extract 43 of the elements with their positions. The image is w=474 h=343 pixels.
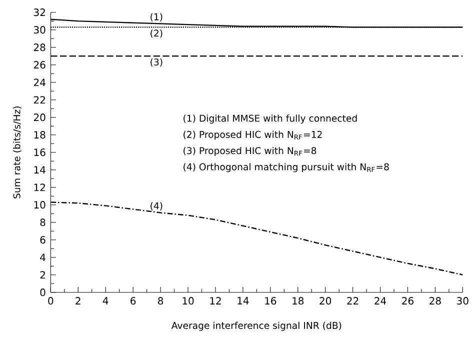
annotation: (4) Orthogonal matching pursuit with N$_{RF}$=8 [184, 163, 389, 172]
x-tick-label: 16 [265, 297, 276, 305]
x-tick-label: 26 [402, 297, 414, 305]
annotation: (3) Proposed HIC with N$_{RF}$=8 [184, 146, 316, 156]
annotation: (1) Digital MMSE with fully connected [184, 114, 357, 124]
x-tick-label: 24 [374, 297, 386, 304]
x-tick-label: 12 [210, 297, 221, 304]
x-tick-label: 30 [457, 297, 468, 305]
y-tick-label: 20 [34, 114, 46, 122]
y-tick-label: 28 [34, 44, 46, 52]
x-tick-label: 2 [76, 297, 80, 304]
y-tick-label: 12 [34, 184, 45, 192]
x-tick-label: 6 [130, 297, 136, 305]
x-tick-label: 18 [292, 297, 304, 305]
y-tick-label: 10 [34, 201, 46, 209]
y-tick-label: 26 [34, 61, 46, 69]
x-axis-title: Average interference signal INR (dB) [171, 322, 342, 331]
x-tick-label: 22 [347, 297, 358, 304]
series-label: (3) [150, 58, 162, 67]
y-tick-label: 16 [34, 148, 46, 156]
y-tick-label: 4 [40, 254, 46, 261]
y-tick-label: 2 [40, 271, 45, 279]
x-tick-label: 20 [320, 297, 332, 305]
x-tick-label: 14 [238, 297, 249, 304]
annotation: (2) Proposed HIC with N$_{RF}$=12 [184, 130, 322, 140]
x-tick-label: 0 [48, 297, 54, 305]
y-tick-label: 18 [34, 131, 46, 139]
x-tick-label: 28 [430, 297, 441, 305]
series-label: (1) [150, 13, 162, 22]
y-tick-label: 6 [40, 236, 46, 244]
y-tick-label: 14 [34, 166, 46, 174]
x-tick-label: 10 [182, 297, 194, 305]
y-axis-title: Sum rate (bits/s/Hz) [13, 106, 22, 198]
y-tick-label: 24 [34, 78, 46, 86]
x-tick-label: 8 [158, 297, 164, 305]
y-tick-label: 22 [34, 96, 45, 104]
y-tick-label: 8 [40, 218, 46, 226]
series-label: (4) [150, 202, 162, 210]
series-label: (2) [150, 29, 162, 38]
x-tick-label: 4 [102, 297, 108, 304]
y-tick-label: 0 [40, 288, 46, 296]
y-tick-label: 30 [34, 26, 46, 34]
y-tick-label: 32 [34, 8, 45, 16]
